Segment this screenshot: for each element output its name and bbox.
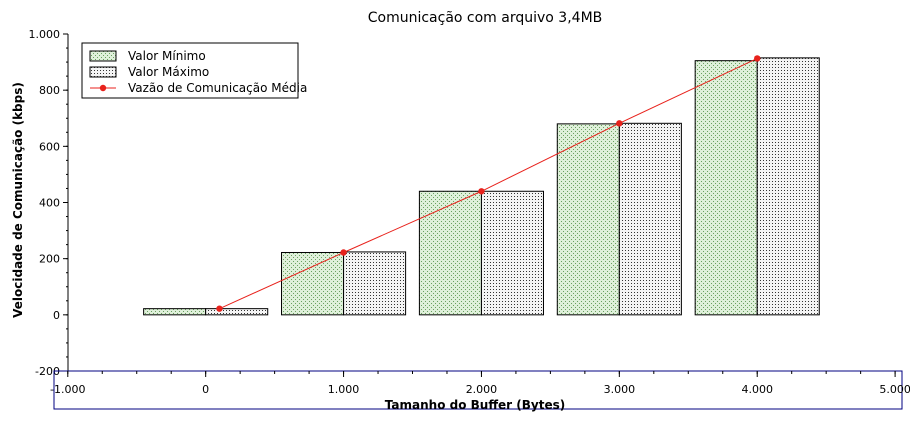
x-axis-label: Tamanho do Buffer (Bytes)	[385, 398, 565, 412]
legend-label-line: Vazão de Comunicação Média	[128, 81, 307, 95]
y-tick-label: 1.000	[29, 28, 61, 41]
legend-label-min: Valor Mínimo	[128, 49, 206, 63]
legend-label-max: Valor Máximo	[128, 65, 209, 79]
x-tick-label: 5.000	[879, 383, 910, 396]
bar-max	[756, 57, 820, 316]
bar-min	[556, 123, 620, 316]
legend-swatch-min	[89, 50, 117, 62]
bar-max	[205, 308, 269, 316]
bar-min	[281, 251, 345, 316]
x-tick-label: -1.000	[50, 383, 85, 396]
line-point	[216, 305, 223, 312]
x-tick-label: 4.000	[741, 383, 773, 396]
line-point	[340, 249, 347, 256]
x-axis-box	[53, 370, 903, 410]
y-tick-label: 800	[39, 84, 60, 97]
x-tick-label: 1.000	[328, 383, 360, 396]
legend-swatch-marker	[99, 84, 107, 92]
x-tick-label: 3.000	[604, 383, 636, 396]
y-tick-label: 0	[53, 309, 60, 322]
bar-layer	[143, 57, 820, 316]
y-tick-label: 400	[39, 197, 60, 210]
legend: Valor Mínimo Valor Máximo Vazão de Comun…	[81, 42, 307, 99]
bar-max	[618, 122, 682, 316]
x-tick-label: 0	[202, 383, 209, 396]
bar-max	[343, 251, 407, 316]
bar-max	[480, 190, 544, 316]
legend-swatch-max	[89, 66, 117, 78]
line-point	[616, 120, 623, 127]
x-axis: -1.000 0 1.000 2.000 3.000 4.000 5.000	[50, 371, 910, 396]
y-tick-label: 600	[39, 140, 60, 153]
legend-box	[81, 42, 299, 99]
bar-min	[418, 190, 482, 316]
bar-min	[694, 60, 758, 316]
bar-min	[143, 308, 207, 316]
chart-title: Comunicação com arquivo 3,4MB	[368, 10, 603, 26]
y-axis-label: Velocidade de Comunicação (kbps)	[11, 82, 25, 318]
line-point	[754, 55, 761, 62]
x-tick-label: 2.000	[466, 383, 498, 396]
y-tick-label: 200	[39, 253, 60, 266]
line-point	[478, 188, 485, 195]
line-layer	[216, 55, 761, 312]
